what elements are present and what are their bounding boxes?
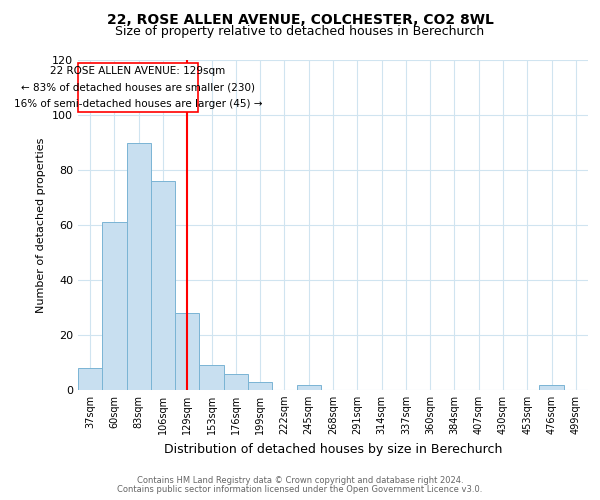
Text: 16% of semi-detached houses are larger (45) →: 16% of semi-detached houses are larger (… bbox=[14, 99, 262, 109]
Bar bbox=[78, 368, 102, 390]
Y-axis label: Number of detached properties: Number of detached properties bbox=[37, 138, 46, 312]
Text: ← 83% of detached houses are smaller (230): ← 83% of detached houses are smaller (23… bbox=[21, 82, 255, 92]
Bar bbox=[224, 374, 248, 390]
Text: 22, ROSE ALLEN AVENUE, COLCHESTER, CO2 8WL: 22, ROSE ALLEN AVENUE, COLCHESTER, CO2 8… bbox=[107, 12, 493, 26]
Text: Contains HM Land Registry data © Crown copyright and database right 2024.: Contains HM Land Registry data © Crown c… bbox=[137, 476, 463, 485]
Bar bbox=[102, 222, 127, 390]
X-axis label: Distribution of detached houses by size in Berechurch: Distribution of detached houses by size … bbox=[164, 442, 502, 456]
Bar bbox=[199, 365, 224, 390]
Text: 22 ROSE ALLEN AVENUE: 129sqm: 22 ROSE ALLEN AVENUE: 129sqm bbox=[50, 66, 226, 76]
Text: Contains public sector information licensed under the Open Government Licence v3: Contains public sector information licen… bbox=[118, 485, 482, 494]
Text: Size of property relative to detached houses in Berechurch: Size of property relative to detached ho… bbox=[115, 25, 485, 38]
Bar bbox=[175, 313, 199, 390]
Bar bbox=[248, 382, 272, 390]
Bar bbox=[296, 384, 321, 390]
FancyBboxPatch shape bbox=[78, 62, 198, 112]
Bar bbox=[127, 142, 151, 390]
Bar bbox=[151, 181, 175, 390]
Bar bbox=[539, 384, 564, 390]
